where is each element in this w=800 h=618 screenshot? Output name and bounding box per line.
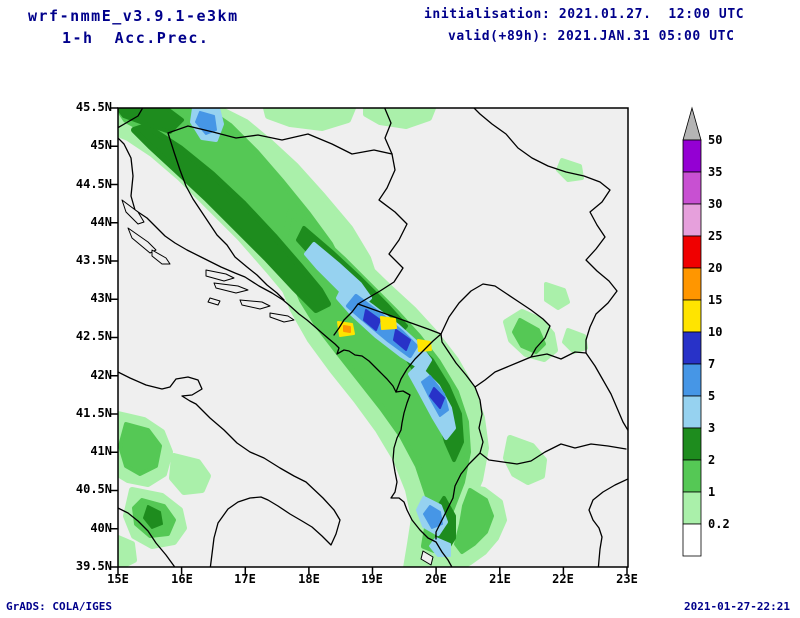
montenegro-serbia-border bbox=[357, 303, 442, 335]
x-tick-label: 20E bbox=[425, 572, 447, 586]
colorbar-tick-label: 0.2 bbox=[708, 517, 730, 531]
colorbar-segment bbox=[682, 267, 702, 301]
colorbar-tick-label: 25 bbox=[708, 229, 722, 243]
y-tick-label: 44.5N bbox=[75, 177, 112, 191]
colorbar-segment bbox=[682, 523, 702, 557]
product-title: 1-h Acc.Prec. bbox=[62, 29, 210, 47]
colorbar-segment bbox=[682, 299, 702, 333]
colorbar-tick-label: 2 bbox=[708, 453, 715, 467]
precipitation-map bbox=[111, 107, 629, 574]
colorbar-tick-label: 50 bbox=[708, 133, 722, 147]
coastlines-and-borders bbox=[118, 108, 628, 567]
colorbar-tick-label: 15 bbox=[708, 293, 722, 307]
y-tick-label: 39.5N bbox=[75, 559, 112, 573]
y-tick-label: 42.5N bbox=[75, 329, 112, 343]
croatian-island bbox=[205, 269, 235, 282]
y-tick-label: 40N bbox=[90, 521, 112, 535]
italy-adriatic-coastline bbox=[118, 371, 341, 567]
colorbar-segment bbox=[682, 459, 702, 493]
colorbar-segment bbox=[682, 203, 702, 237]
x-tick-label: 23E bbox=[616, 572, 638, 586]
colorbar-segment bbox=[682, 427, 702, 461]
corfu-island bbox=[420, 550, 434, 566]
y-tick-label: 45N bbox=[90, 138, 112, 152]
y-tick-label: 43N bbox=[90, 291, 112, 305]
y-tick-label: 44N bbox=[90, 215, 112, 229]
x-tick-label: 15E bbox=[107, 572, 129, 586]
valid-time-label: valid(+89h): 2021.JAN.31 05:00 UTC bbox=[448, 29, 735, 44]
greece-aegean-coastline bbox=[588, 478, 628, 567]
kosovo-border bbox=[440, 283, 551, 388]
colorbar-tick-label: 20 bbox=[708, 261, 722, 275]
x-tick-label: 22E bbox=[552, 572, 574, 586]
precip-level-7-10 bbox=[363, 309, 445, 409]
y-tick-label: 43.5N bbox=[75, 253, 112, 267]
x-tick-label: 18E bbox=[298, 572, 320, 586]
model-title: wrf-nmmE_v3.9.1-e3km bbox=[28, 7, 239, 25]
colorbar-segment bbox=[682, 395, 702, 429]
x-tick-label: 19E bbox=[361, 572, 383, 586]
croatia-serbia-border bbox=[383, 108, 393, 155]
y-tick-label: 41.5N bbox=[75, 406, 112, 420]
colorbar-tick-label: 5 bbox=[708, 389, 715, 403]
colorbar-tick-label: 10 bbox=[708, 325, 722, 339]
croatian-island bbox=[239, 299, 271, 310]
croatian-island bbox=[121, 199, 145, 225]
colorbar-segment bbox=[682, 491, 702, 525]
colorbar-segment bbox=[682, 363, 702, 397]
init-time-label: initialisation: 2021.01.27. 12:00 UTC bbox=[424, 7, 745, 22]
y-tick-label: 41N bbox=[90, 444, 112, 458]
adriatic-east-coastline bbox=[118, 137, 453, 567]
map-content bbox=[118, 108, 628, 567]
colorbar-tick-label: 30 bbox=[708, 197, 722, 211]
north-macedonia-north-border bbox=[530, 351, 587, 360]
bosnia-croatia-west-border bbox=[167, 132, 285, 301]
colorbar-segment bbox=[682, 331, 702, 365]
italy-tyrrhenian-coastline bbox=[118, 507, 176, 567]
north-macedonia-south-border bbox=[479, 443, 627, 465]
bosnia-serbia-montenegro-border bbox=[333, 153, 408, 336]
colorbar-tick-label: 7 bbox=[708, 357, 715, 371]
bosnia-north-border bbox=[167, 125, 393, 155]
serbia-east-border bbox=[473, 108, 618, 354]
colorbar-segment bbox=[682, 171, 702, 205]
precip-level-15-20 bbox=[343, 325, 351, 333]
north-macedonia-east-border bbox=[585, 352, 628, 432]
colorbar-overflow-arrow bbox=[682, 106, 702, 141]
croatian-island bbox=[213, 282, 249, 294]
albania-east-border bbox=[435, 386, 484, 540]
colorbar-segment bbox=[682, 235, 702, 269]
y-tick-label: 40.5N bbox=[75, 482, 112, 496]
x-tick-label: 16E bbox=[171, 572, 193, 586]
colorbar-segment bbox=[682, 139, 702, 173]
colorbar-tick-label: 1 bbox=[708, 485, 715, 499]
colorbar-tick-label: 35 bbox=[708, 165, 722, 179]
y-tick-label: 45.5N bbox=[75, 100, 112, 114]
montenegro-albania-border bbox=[395, 333, 442, 393]
grads-attribution: GrADS: COLA/IGES bbox=[6, 600, 112, 613]
croatian-island bbox=[269, 312, 295, 323]
colorbar-legend: 50 35 30 25 20 15 10 7 5 3 2 1 0.2 bbox=[682, 106, 730, 557]
x-tick-label: 21E bbox=[489, 572, 511, 586]
y-tick-label: 42N bbox=[90, 368, 112, 382]
creation-timestamp: 2021-01-27-22:21 bbox=[684, 600, 790, 613]
x-tick-label: 17E bbox=[234, 572, 256, 586]
axis-ticks bbox=[111, 107, 628, 574]
croatian-island bbox=[151, 249, 171, 265]
slovenia-croatia-border bbox=[118, 108, 144, 129]
colorbar-tick-label: 3 bbox=[708, 421, 715, 435]
croatian-island bbox=[207, 297, 221, 306]
